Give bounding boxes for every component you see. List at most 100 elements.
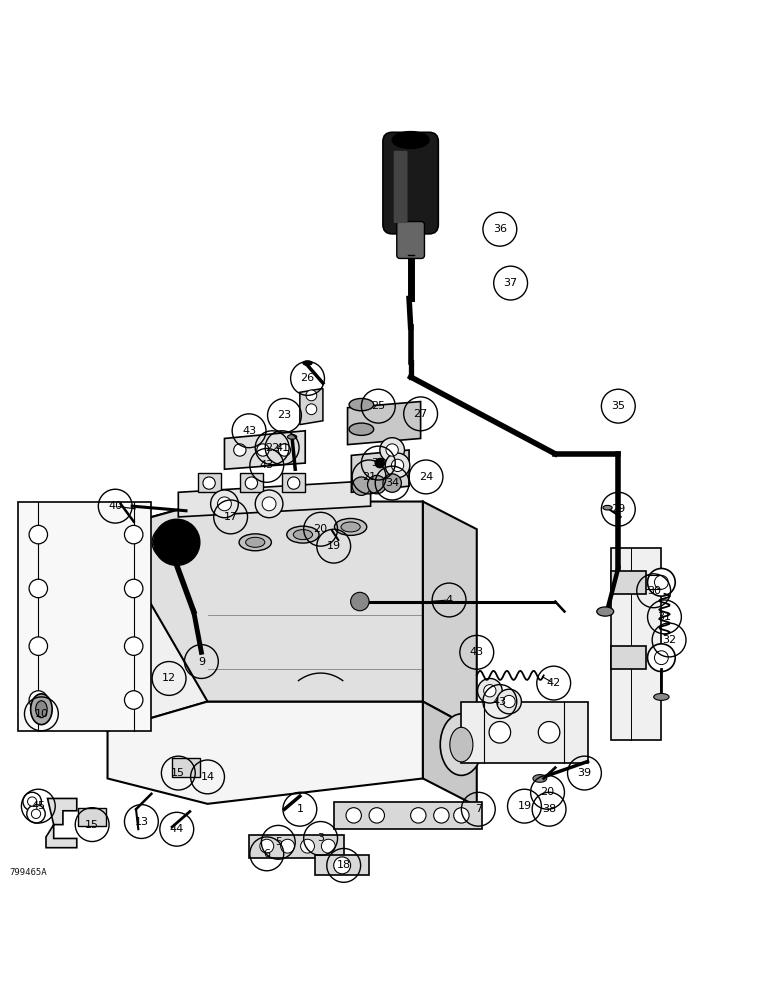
Text: 33: 33 xyxy=(371,458,385,468)
Text: 42: 42 xyxy=(547,678,560,688)
Circle shape xyxy=(655,575,669,589)
Circle shape xyxy=(257,444,269,456)
Circle shape xyxy=(218,497,232,511)
Circle shape xyxy=(203,477,215,489)
Polygon shape xyxy=(315,855,369,875)
Text: 12: 12 xyxy=(162,673,176,683)
Circle shape xyxy=(478,678,502,703)
Circle shape xyxy=(346,808,361,823)
Polygon shape xyxy=(107,702,423,804)
Circle shape xyxy=(503,695,515,708)
Polygon shape xyxy=(611,571,646,594)
Ellipse shape xyxy=(239,534,272,551)
Ellipse shape xyxy=(31,694,52,725)
Circle shape xyxy=(484,685,496,697)
Text: 22: 22 xyxy=(265,443,279,453)
Circle shape xyxy=(375,458,384,468)
Circle shape xyxy=(648,568,676,596)
Polygon shape xyxy=(198,473,221,492)
Text: 17: 17 xyxy=(224,512,238,522)
FancyBboxPatch shape xyxy=(397,222,425,258)
Ellipse shape xyxy=(349,398,374,411)
FancyBboxPatch shape xyxy=(383,132,438,234)
Text: 41: 41 xyxy=(275,443,290,453)
Circle shape xyxy=(29,525,48,544)
Text: 19: 19 xyxy=(517,801,532,811)
Polygon shape xyxy=(107,502,208,731)
Circle shape xyxy=(211,490,239,518)
Ellipse shape xyxy=(303,361,312,365)
Text: 14: 14 xyxy=(201,772,215,782)
Text: 27: 27 xyxy=(414,409,428,419)
Polygon shape xyxy=(78,808,106,826)
Text: 5: 5 xyxy=(275,837,282,847)
Ellipse shape xyxy=(450,727,473,762)
Text: 36: 36 xyxy=(493,224,507,234)
Polygon shape xyxy=(172,758,200,777)
Polygon shape xyxy=(178,481,371,517)
Circle shape xyxy=(124,637,143,655)
Circle shape xyxy=(334,857,350,874)
Ellipse shape xyxy=(654,693,669,700)
Polygon shape xyxy=(282,473,305,492)
Text: 38: 38 xyxy=(542,804,556,814)
Circle shape xyxy=(350,592,369,611)
Text: 10: 10 xyxy=(35,709,49,719)
Ellipse shape xyxy=(36,701,47,718)
Circle shape xyxy=(262,497,276,511)
Circle shape xyxy=(489,722,510,743)
Text: 19: 19 xyxy=(327,541,340,551)
Text: 43: 43 xyxy=(469,647,484,657)
Circle shape xyxy=(655,651,669,665)
Ellipse shape xyxy=(597,607,614,616)
Text: 15: 15 xyxy=(171,768,185,778)
Polygon shape xyxy=(46,798,76,848)
Text: 25: 25 xyxy=(371,401,385,411)
Text: 13: 13 xyxy=(134,817,148,827)
Text: 20: 20 xyxy=(540,787,554,797)
Text: 3: 3 xyxy=(317,833,324,843)
Text: 20: 20 xyxy=(313,524,327,534)
Polygon shape xyxy=(300,388,323,425)
Circle shape xyxy=(383,474,401,492)
Text: 34: 34 xyxy=(385,478,399,488)
Circle shape xyxy=(32,809,41,818)
Text: 30: 30 xyxy=(647,586,661,596)
Text: 39: 39 xyxy=(577,768,591,778)
Text: 26: 26 xyxy=(300,373,315,383)
Polygon shape xyxy=(611,548,662,740)
Circle shape xyxy=(380,438,405,462)
Ellipse shape xyxy=(392,132,429,148)
Circle shape xyxy=(23,792,42,811)
Circle shape xyxy=(256,490,283,518)
Text: 17: 17 xyxy=(162,537,176,547)
Circle shape xyxy=(124,525,143,544)
Text: 1: 1 xyxy=(296,804,303,814)
Circle shape xyxy=(385,453,410,478)
Circle shape xyxy=(29,637,48,655)
Polygon shape xyxy=(249,835,344,858)
Ellipse shape xyxy=(287,435,296,439)
Polygon shape xyxy=(611,646,646,669)
Ellipse shape xyxy=(349,423,374,435)
Text: 44: 44 xyxy=(170,824,184,834)
Ellipse shape xyxy=(293,530,313,540)
Text: 4: 4 xyxy=(445,595,452,605)
Circle shape xyxy=(434,808,449,823)
Text: 35: 35 xyxy=(611,401,625,411)
Circle shape xyxy=(287,477,300,489)
Circle shape xyxy=(124,691,143,709)
Circle shape xyxy=(29,691,48,709)
Text: 31: 31 xyxy=(658,612,672,622)
Circle shape xyxy=(260,839,274,853)
FancyBboxPatch shape xyxy=(394,151,408,223)
Polygon shape xyxy=(351,450,409,492)
Text: 29: 29 xyxy=(611,504,625,514)
Ellipse shape xyxy=(603,505,612,510)
Ellipse shape xyxy=(286,526,319,543)
Circle shape xyxy=(306,390,317,401)
Polygon shape xyxy=(225,431,305,469)
Circle shape xyxy=(411,808,426,823)
Circle shape xyxy=(321,839,335,853)
Circle shape xyxy=(306,404,317,415)
